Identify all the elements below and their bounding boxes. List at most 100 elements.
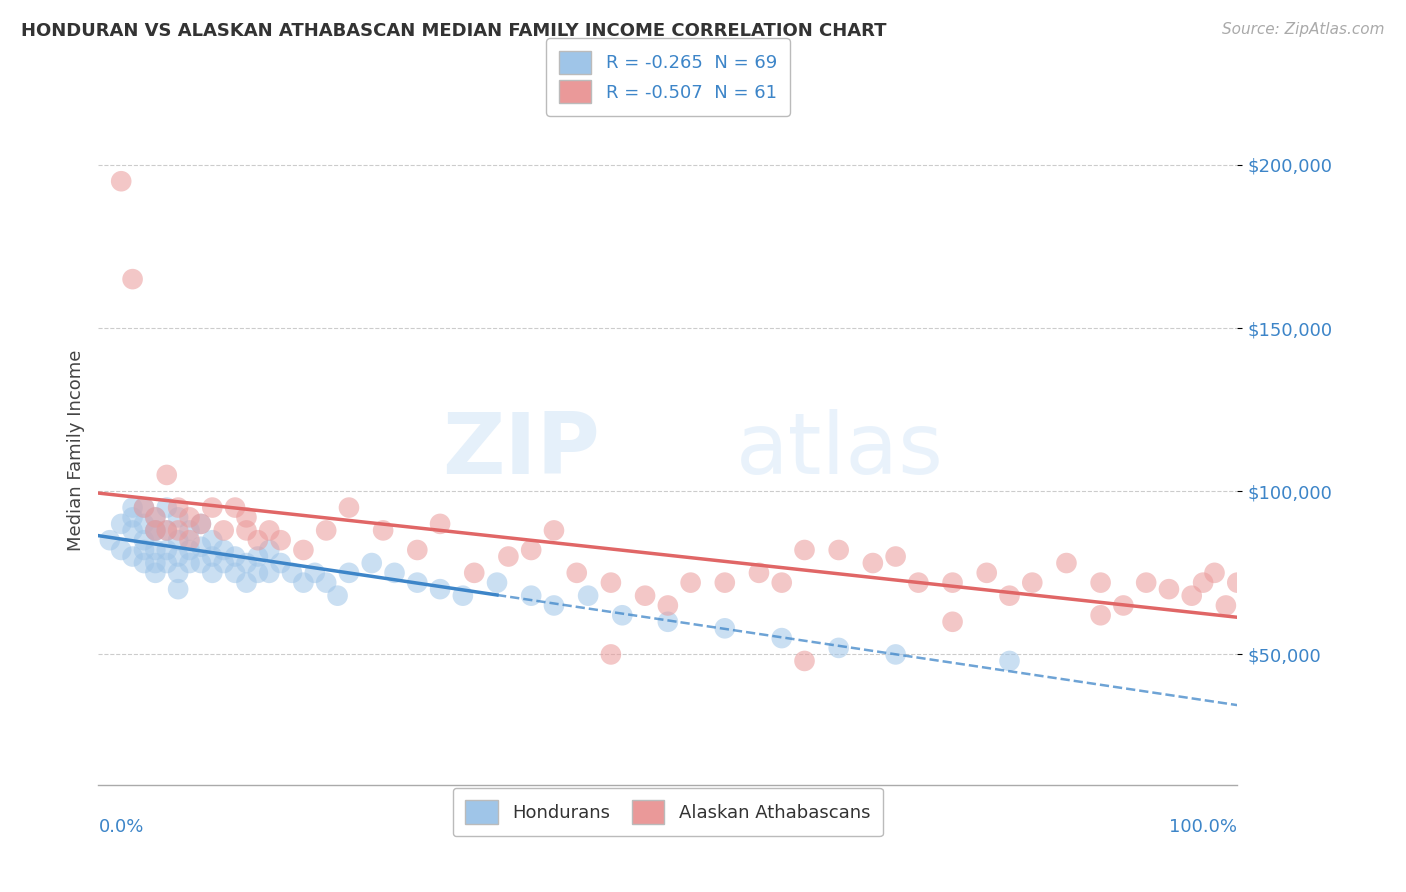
Point [1226,575,1249,590]
Point [259,543,281,558]
Point [212,524,235,538]
Point [486,575,509,590]
Point [121,510,143,524]
Point [132,500,155,515]
Point [384,566,406,580]
Point [292,575,315,590]
Point [235,510,257,524]
Point [1157,582,1180,596]
Point [337,566,360,580]
Point [543,524,565,538]
Point [714,575,737,590]
Point [770,631,793,645]
Point [406,575,429,590]
Point [179,510,201,524]
Point [121,524,143,538]
Point [576,589,599,603]
Point [942,575,965,590]
Point [190,516,212,531]
Point [98,533,121,548]
Point [246,533,269,548]
Point [1090,575,1112,590]
Point [657,615,679,629]
Point [942,615,965,629]
Point [110,543,132,558]
Point [612,608,634,623]
Point [1054,556,1078,570]
Point [884,648,907,662]
Legend: Hondurans, Alaskan Athabascans: Hondurans, Alaskan Athabascans [453,788,883,836]
Point [714,621,737,635]
Point [1181,589,1204,603]
Point [1135,575,1157,590]
Point [167,566,190,580]
Point [190,540,212,554]
Point [224,500,246,515]
Y-axis label: Median Family Income: Median Family Income [66,350,84,551]
Point [145,543,167,558]
Point [862,556,884,570]
Point [132,533,155,548]
Point [1021,575,1043,590]
Point [259,524,281,538]
Point [145,524,167,538]
Point [793,654,815,668]
Point [121,272,143,286]
Point [179,524,201,538]
Point [976,566,998,580]
Point [304,566,326,580]
Point [360,556,382,570]
Point [145,556,167,570]
Point [270,533,292,548]
Point [270,556,292,570]
Text: Source: ZipAtlas.com: Source: ZipAtlas.com [1222,22,1385,37]
Point [156,524,179,538]
Point [110,516,132,531]
Point [132,500,155,515]
Point [235,524,257,538]
Point [156,524,179,538]
Point [167,549,190,564]
Point [793,543,815,558]
Point [212,556,235,570]
Text: HONDURAN VS ALASKAN ATHABASCAN MEDIAN FAMILY INCOME CORRELATION CHART: HONDURAN VS ALASKAN ATHABASCAN MEDIAN FA… [21,22,887,40]
Point [121,500,143,515]
Point [292,543,315,558]
Point [828,543,851,558]
Point [1112,599,1135,613]
Point [907,575,929,590]
Point [315,575,337,590]
Point [451,589,474,603]
Text: 100.0%: 100.0% [1170,819,1237,837]
Point [998,589,1021,603]
Point [315,524,337,538]
Point [657,599,679,613]
Point [1090,608,1112,623]
Point [565,566,588,580]
Point [600,575,623,590]
Point [1192,575,1215,590]
Point [167,533,190,548]
Point [145,510,167,524]
Text: ZIP: ZIP [441,409,599,492]
Point [498,549,520,564]
Point [770,575,793,590]
Point [520,543,543,558]
Point [748,566,770,580]
Point [156,500,179,515]
Point [190,516,212,531]
Point [121,549,143,564]
Point [1204,566,1226,580]
Point [634,589,657,603]
Point [167,500,190,515]
Point [110,174,132,188]
Point [884,549,907,564]
Point [167,510,190,524]
Point [406,543,429,558]
Point [145,524,167,538]
Point [179,543,201,558]
Point [600,648,623,662]
Point [145,566,167,580]
Point [201,566,224,580]
Point [156,556,179,570]
